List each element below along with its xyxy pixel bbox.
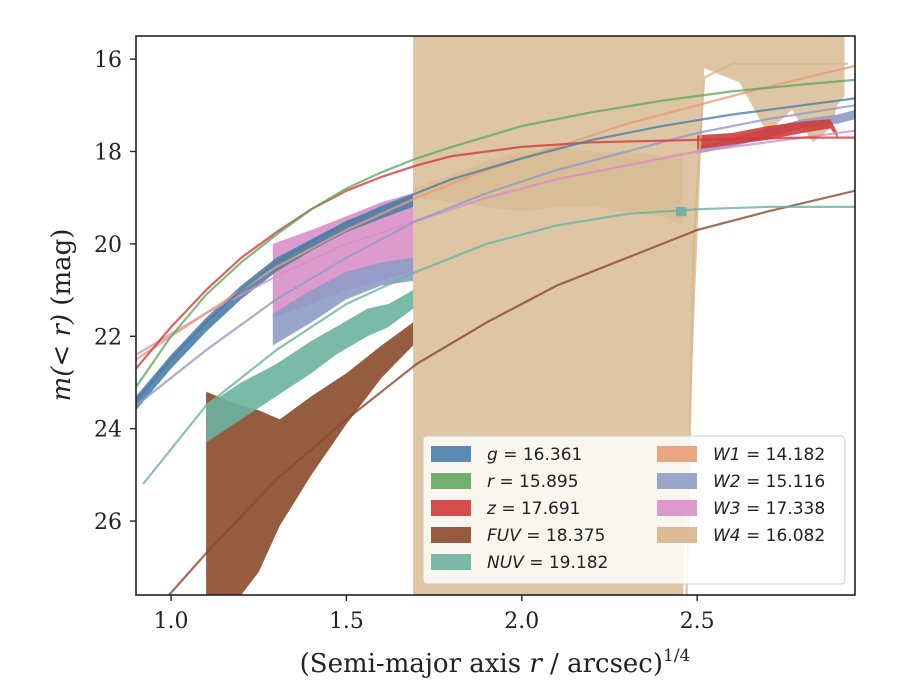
- model-line-g: [136, 97, 855, 402]
- legend-label-NUV: NUV = 19.182: [487, 553, 608, 573]
- x-tick-label: 2.5: [680, 609, 715, 634]
- legend-label-FUV: FUV = 18.375: [487, 526, 605, 546]
- legend-swatch-r: [431, 473, 471, 489]
- legend-label-W1: W1 = 14.182: [713, 445, 825, 465]
- legend-swatch-W3: [657, 500, 697, 516]
- model-line-NUV: [142, 205, 855, 485]
- x-axis: 1.0 1.5 2.0 2.5: [154, 595, 715, 634]
- x-tick-label: 1.0: [154, 609, 189, 634]
- y-axis: 16 18 20 22 24 26: [94, 48, 136, 535]
- model-line-W4: [685, 62, 848, 595]
- legend-swatch-z: [431, 500, 471, 516]
- legend-label-g: g = 16.361: [487, 445, 582, 465]
- legend-swatch-FUV: [431, 527, 471, 543]
- legend-swatch-g: [431, 446, 471, 462]
- model-line-z: [136, 136, 855, 370]
- band-g: [136, 195, 414, 411]
- legend-label-z: z = 17.691: [486, 499, 580, 519]
- legend-swatch-W2: [657, 473, 697, 489]
- y-tick-label: 24: [94, 418, 122, 443]
- x-tick-label: 2.0: [504, 609, 539, 634]
- model-line-r: [136, 78, 855, 388]
- legend-label-r: r = 15.895: [487, 472, 579, 492]
- y-tick-label: 22: [94, 325, 122, 350]
- legend-label-W4: W4 = 16.082: [713, 526, 825, 546]
- legend-label-W2: W2 = 15.116: [713, 472, 825, 492]
- band-W3: [272, 193, 414, 318]
- legend-label-W3: W3 = 17.338: [713, 499, 825, 519]
- legend-swatch-W4: [657, 527, 697, 543]
- model-line-W3: [136, 129, 855, 356]
- legend-swatch-W1: [657, 446, 697, 462]
- x-tick-label: 1.5: [329, 609, 364, 634]
- y-tick-label: 16: [94, 48, 122, 73]
- legend-box: [422, 435, 846, 585]
- model-line-W1: [136, 64, 855, 361]
- y-tick-label: 20: [94, 233, 122, 258]
- model-line-FUV: [167, 189, 855, 595]
- legend-swatch-NUV: [431, 554, 471, 570]
- model-line-W2: [136, 104, 855, 407]
- band-W2: [272, 257, 414, 346]
- band-z: [697, 119, 838, 150]
- legend: g = 16.361 r = 15.895 z = 17.691 FUV = 18.3…: [422, 435, 846, 585]
- y-tick-label: 26: [94, 510, 122, 535]
- y-tick-label: 18: [94, 140, 122, 165]
- x-axis-label: (Semi-major axis r / arcsec)1/4: [300, 646, 691, 679]
- band-NUV: [206, 290, 414, 443]
- axes-frame: [135, 35, 856, 596]
- y-axis-label: m(< r) (mag): [47, 229, 77, 402]
- band-FUV: [206, 322, 414, 595]
